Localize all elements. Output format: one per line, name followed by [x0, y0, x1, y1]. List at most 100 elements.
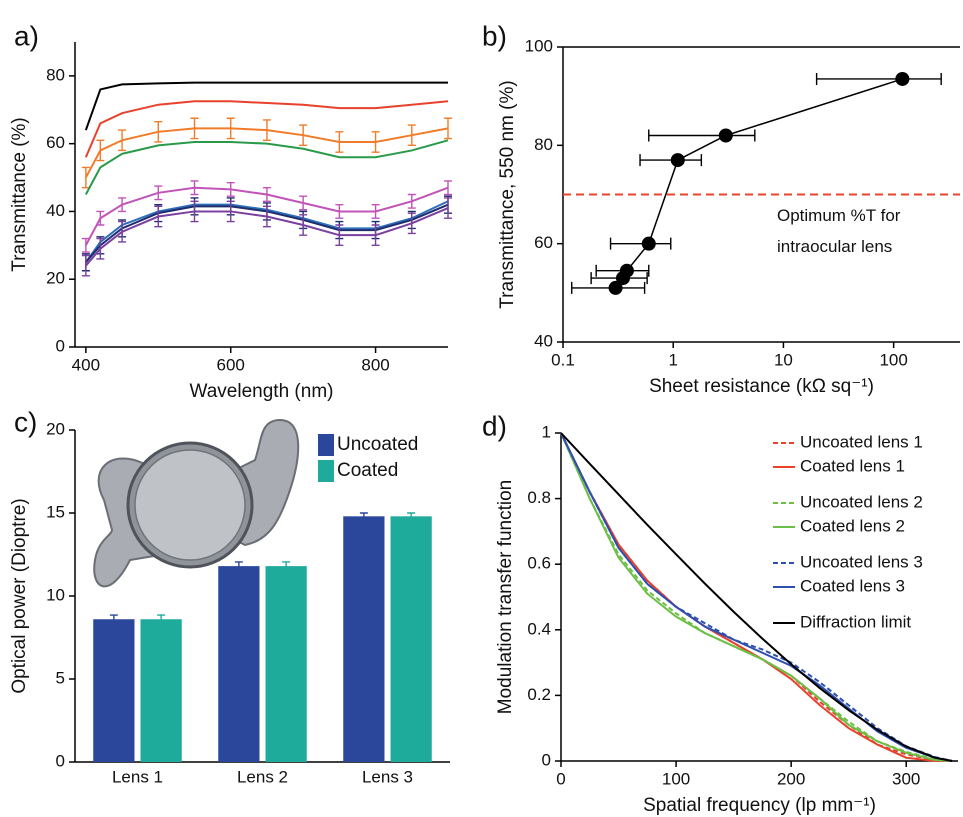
legend-label: Diffraction limit — [800, 612, 911, 631]
line-series — [560, 432, 953, 762]
x-tick-label: 600 — [217, 355, 245, 374]
error-bar — [335, 131, 344, 153]
x-tick-label: Lens 3 — [362, 767, 413, 786]
panel: d) 0 0.2 0.4 0.6 0.8 1 0 100 200 300 Spatial freque… — [482, 410, 958, 816]
y-tick-label: 5 — [56, 668, 65, 687]
error-bar — [407, 124, 416, 147]
bar — [93, 619, 135, 762]
point — [718, 128, 733, 143]
y-tick-label: 80 — [46, 65, 65, 84]
y-tick-label: 0 — [56, 751, 65, 770]
error-bar — [371, 131, 380, 153]
error-bar — [226, 181, 235, 197]
error-bar — [359, 512, 368, 521]
y-tick-label: 0.4 — [527, 619, 551, 638]
error-bar — [154, 185, 163, 201]
y-tick-label: 0.6 — [527, 554, 551, 573]
x-axis-title: Spatial frequency (lp mm⁻¹) — [643, 795, 876, 816]
y-tick-label: 60 — [534, 233, 553, 252]
line-series — [84, 100, 449, 158]
error-bar — [234, 561, 243, 571]
legend-swatch — [318, 434, 334, 456]
panel: b) 40 60 80 100 0.1 1 10 100 Sheet resistance (kΩ… — [482, 20, 960, 397]
line-series — [560, 432, 953, 762]
panel: a) 0 20 40 60 80 400 600 800 Wavelength (nm) Trans… — [9, 20, 452, 402]
bar — [265, 566, 307, 762]
y-tick-label: 40 — [534, 331, 553, 350]
error-bar — [371, 203, 380, 219]
legend-label: Uncoated lens 1 — [800, 432, 923, 451]
error-bar — [335, 224, 344, 247]
x-tick-label: 200 — [777, 769, 805, 788]
x-tick-label: 0 — [556, 769, 565, 788]
line-series — [85, 203, 449, 263]
y-tick-label: 60 — [46, 133, 65, 152]
x-tick-label: 0.1 — [551, 350, 575, 369]
y-tick-label: 0 — [56, 336, 65, 355]
x-tick-label: 10 — [774, 350, 793, 369]
legend-label: Coated lens 2 — [800, 516, 905, 535]
legend-label: Coated — [337, 460, 398, 481]
error-bar — [154, 120, 163, 143]
connector — [614, 78, 903, 289]
error-bar — [444, 117, 452, 140]
error-bar — [262, 119, 271, 141]
y-axis-title: Optical power (Dioptre) — [9, 498, 30, 693]
panel-label: b) — [482, 20, 507, 51]
x-tick-label: Lens 1 — [112, 767, 163, 786]
legend-label: Uncoated — [337, 434, 418, 455]
error-bar — [299, 214, 308, 236]
bar — [390, 516, 432, 762]
y-tick-label: 100 — [525, 36, 553, 55]
x-axis-title: Sheet resistance (kΩ sq⁻¹) — [649, 376, 874, 397]
x-error-bar — [815, 72, 942, 85]
error-bar — [190, 117, 199, 140]
line-series — [84, 127, 449, 179]
point — [615, 271, 630, 286]
x-error-bar — [648, 129, 756, 142]
x-error-bar — [571, 281, 646, 294]
panel-label: d) — [482, 410, 507, 441]
error-bar — [262, 205, 271, 228]
y-tick-label: 15 — [46, 502, 65, 521]
y-tick-label: 0.2 — [527, 685, 551, 704]
error-bar — [407, 193, 416, 209]
x-tick-label: 300 — [892, 769, 920, 788]
y-tick-label: 20 — [46, 269, 65, 288]
y-axis-title: Transmittance (%) — [9, 117, 30, 272]
bar — [140, 619, 182, 762]
y-axis-title: Modulation transfer function — [495, 480, 516, 714]
error-bar — [335, 203, 344, 219]
bar — [218, 566, 260, 762]
bar — [343, 516, 385, 762]
y-tick-label: 20 — [46, 419, 65, 438]
line-series — [84, 139, 449, 195]
error-bar — [118, 129, 127, 152]
error-bar — [118, 220, 127, 243]
x-tick-label: 800 — [361, 355, 389, 374]
line-series — [560, 432, 953, 762]
error-bar — [81, 237, 90, 253]
line-series — [560, 432, 953, 762]
y-axis-title: Transmittance, 550 nm (%) — [497, 80, 518, 308]
legend-label: Uncoated lens 2 — [800, 492, 923, 511]
legend-label: Coated lens 1 — [800, 456, 905, 475]
error-bar — [96, 210, 105, 226]
error-bar — [118, 197, 127, 213]
point — [641, 236, 656, 251]
point — [608, 280, 623, 295]
line-series — [85, 207, 449, 267]
x-tick-label: 400 — [72, 355, 100, 374]
error-bar — [109, 614, 118, 625]
x-tick-label: 1 — [668, 350, 677, 369]
error-bar — [407, 512, 416, 521]
y-tick-label: 0.8 — [527, 488, 551, 507]
line-series — [84, 186, 449, 246]
error-bar — [190, 180, 199, 196]
line-series — [85, 200, 449, 263]
point — [670, 153, 685, 168]
panel-label: a) — [14, 20, 39, 51]
y-tick-label: 80 — [534, 135, 553, 154]
error-bar — [226, 117, 235, 140]
